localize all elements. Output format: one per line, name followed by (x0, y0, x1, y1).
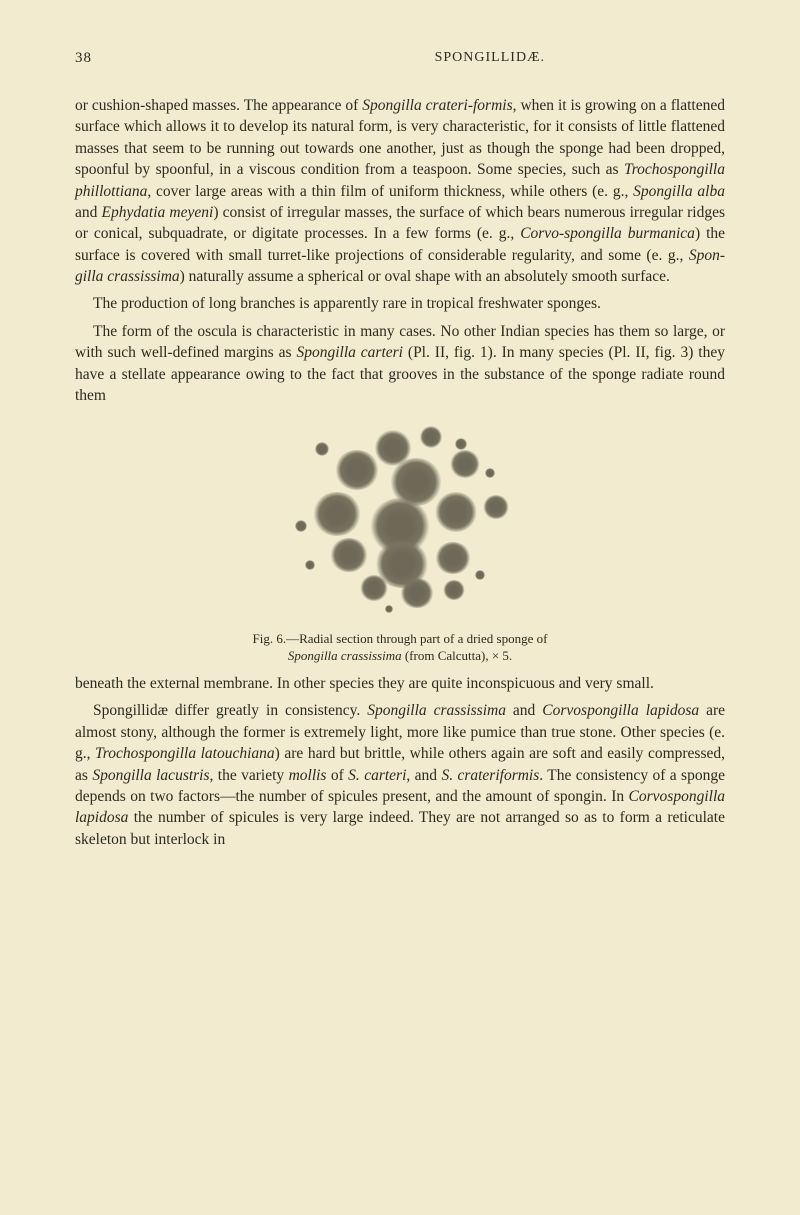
figure-caption-line-2: Spongilla crassissima (from Calcutta), ×… (288, 648, 512, 663)
figure-caption-line-1: Fig. 6.—Radial section through part of a… (253, 631, 548, 646)
page-number: 38 (75, 50, 92, 67)
page-header: 38 SPONGILLIDÆ. (75, 50, 725, 67)
body-paragraph-5: Spongillidæ differ greatly in consistenc… (75, 700, 725, 850)
body-paragraph-2: The production of long branches is appar… (75, 293, 725, 314)
figure-block: Fig. 6.—Radial section through part of a… (75, 420, 725, 665)
running-title: SPONGILLIDÆ. (435, 50, 545, 67)
body-paragraph-3: The form of the oscula is characteristic… (75, 321, 725, 407)
body-paragraph-1: or cushion-shaped masses. The appearance… (75, 95, 725, 287)
figure-image (275, 420, 525, 620)
figure-caption: Fig. 6.—Radial section through part of a… (75, 631, 725, 665)
body-paragraph-4: beneath the external membrane. In other … (75, 673, 725, 694)
